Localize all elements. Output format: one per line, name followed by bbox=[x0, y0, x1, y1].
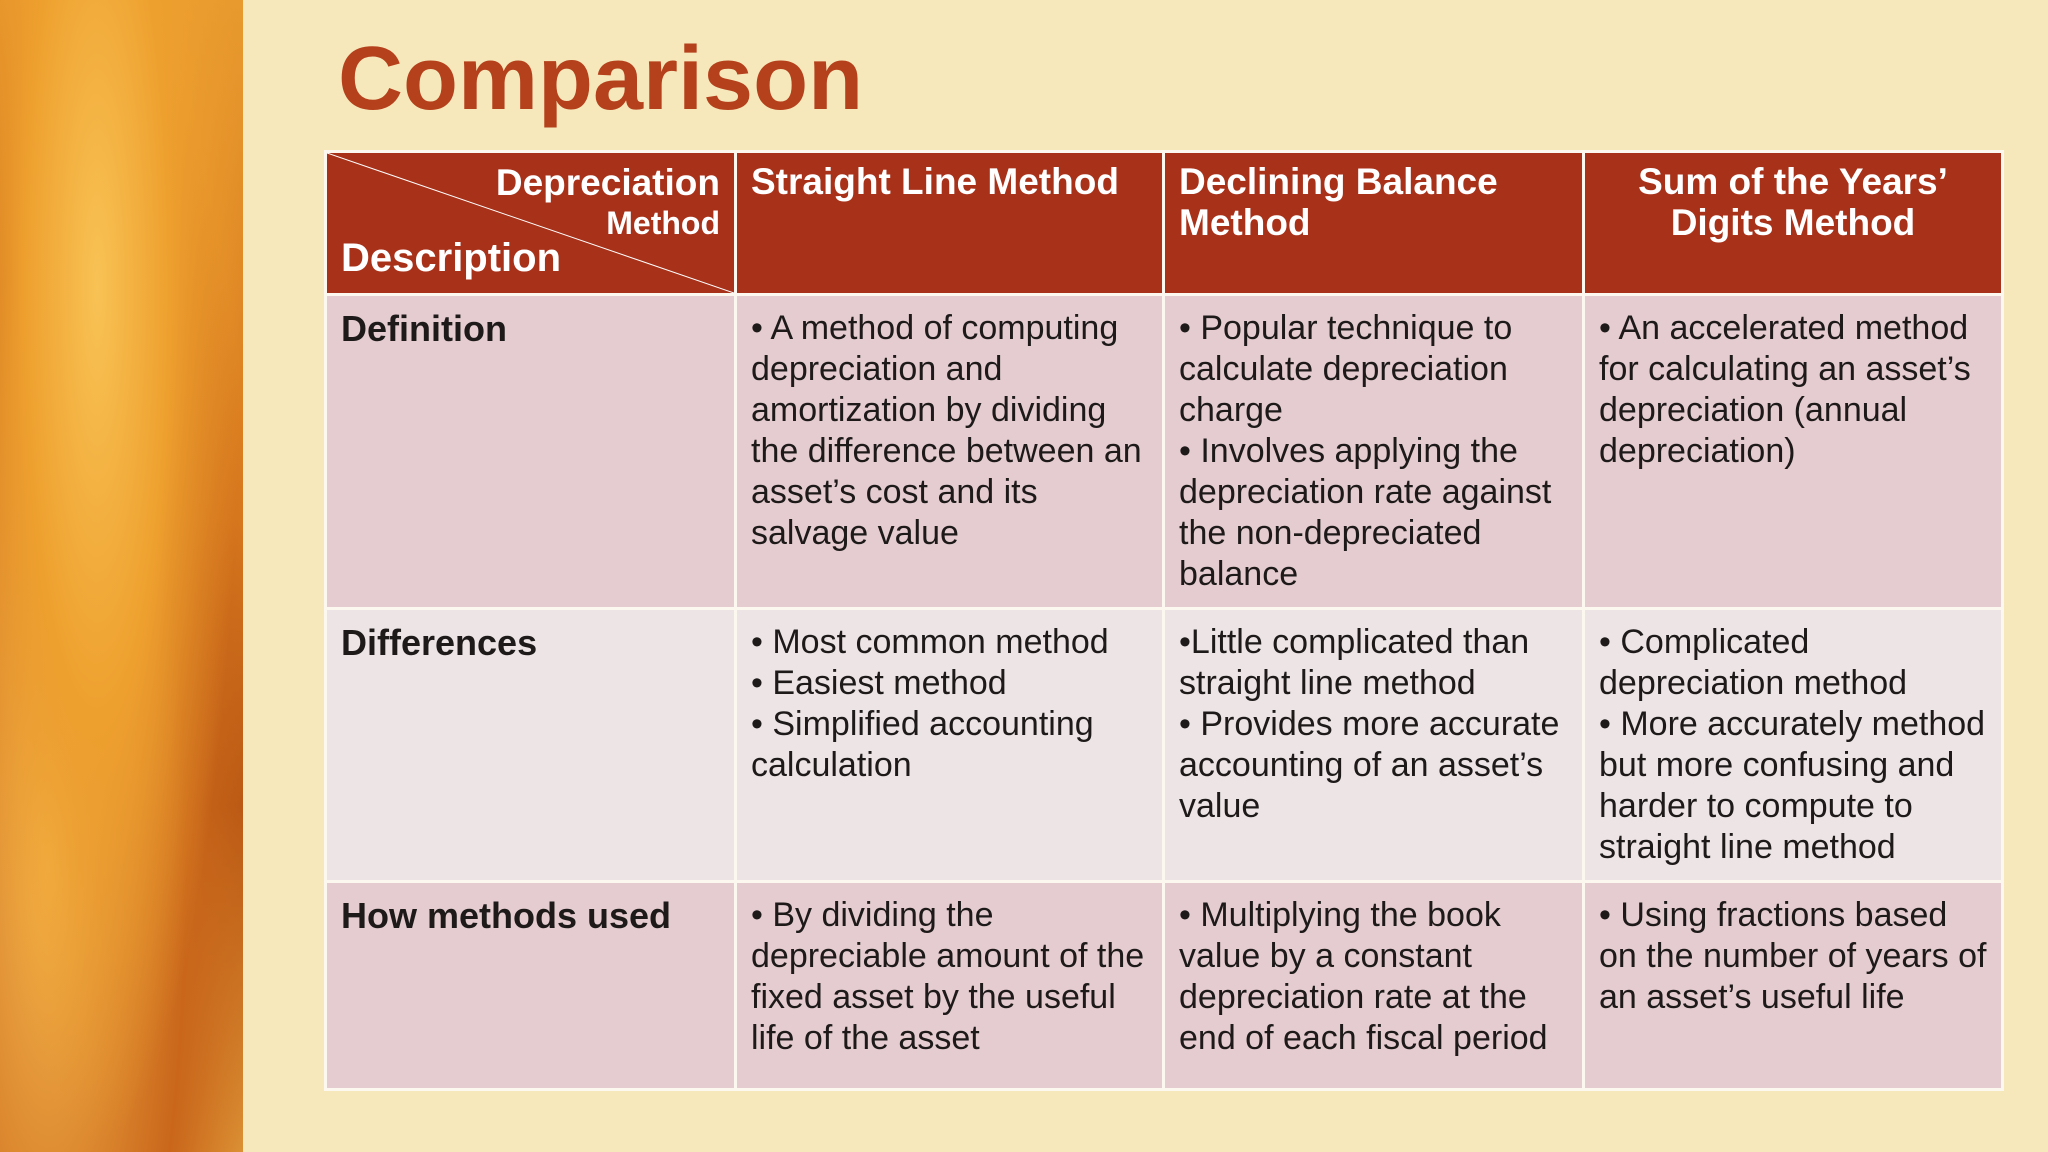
table-row: Differences • Most common method • Easiest… bbox=[324, 607, 2004, 883]
bullet-text: • Involves applying the depreciation rat… bbox=[1179, 432, 1552, 593]
table-cell: • Popular technique to calculate depreci… bbox=[1162, 293, 1585, 610]
table-cell: • Multiplying the book value by a consta… bbox=[1162, 880, 1585, 1091]
corner-top-line: Method bbox=[606, 205, 720, 241]
column-header: Straight Line Method bbox=[734, 150, 1165, 296]
bullet-text: • Using fractions based on the number of… bbox=[1599, 896, 1987, 1016]
table-cell: • Complicated depreciation method • More … bbox=[1582, 607, 2004, 883]
bullet-text: • More accurately method but more confus… bbox=[1599, 705, 1986, 866]
table-cell: • A method of computing depreciation and… bbox=[734, 293, 1165, 610]
row-label: Definition bbox=[324, 293, 737, 610]
bullet-text: • Multiplying the book value by a consta… bbox=[1179, 896, 1548, 1057]
table-cell: • Most common method • Easiest method • Si… bbox=[734, 607, 1165, 883]
bullet-text: • Provides more accurate accounting of a… bbox=[1179, 705, 1560, 825]
bullet-text: •Little complicated than straight line m… bbox=[1179, 623, 1530, 702]
bullet-text: • Simplified accounting calculation bbox=[751, 705, 1094, 784]
column-header: Sum of the Years’ Digits Method bbox=[1582, 150, 2004, 296]
bullet-text: • Most common method bbox=[751, 623, 1109, 661]
row-label: Differences bbox=[324, 607, 737, 883]
table-row: Definition • A method of computing deprec… bbox=[324, 293, 2004, 610]
decorative-strip bbox=[0, 0, 243, 1152]
bullet-text: • Easiest method bbox=[751, 664, 1007, 702]
bullet-text: • Complicated depreciation method bbox=[1599, 623, 1908, 702]
table-cell: • By dividing the depreciable amount of … bbox=[734, 880, 1165, 1091]
slide-title: Comparison bbox=[338, 29, 864, 129]
table-cell: • Using fractions based on the number of… bbox=[1582, 880, 2004, 1091]
row-label: How methods used bbox=[324, 880, 737, 1091]
corner-cell: Depreciation Method Description bbox=[324, 150, 737, 296]
table-cell: • An accelerated method for calculating … bbox=[1582, 293, 2004, 610]
corner-top-line: Depreciation bbox=[495, 162, 720, 203]
table-row: How methods used • By dividing the deprec… bbox=[324, 880, 2004, 1091]
column-header: Declining Balance Method bbox=[1162, 150, 1585, 296]
comparison-table: Depreciation Method Description Straight… bbox=[324, 150, 2004, 1091]
bullet-text: • A method of computing depreciation and… bbox=[751, 309, 1142, 552]
corner-top: Depreciation Method bbox=[496, 163, 720, 243]
bullet-text: • Popular technique to calculate depreci… bbox=[1179, 309, 1513, 429]
corner-bottom: Description bbox=[341, 236, 562, 280]
header-row: Depreciation Method Description Straight… bbox=[324, 150, 2004, 296]
table-cell: •Little complicated than straight line m… bbox=[1162, 607, 1585, 883]
bullet-text: • An accelerated method for calculating … bbox=[1599, 309, 1971, 470]
bullet-text: • By dividing the depreciable amount of … bbox=[751, 896, 1145, 1057]
diagonal bbox=[327, 153, 734, 293]
